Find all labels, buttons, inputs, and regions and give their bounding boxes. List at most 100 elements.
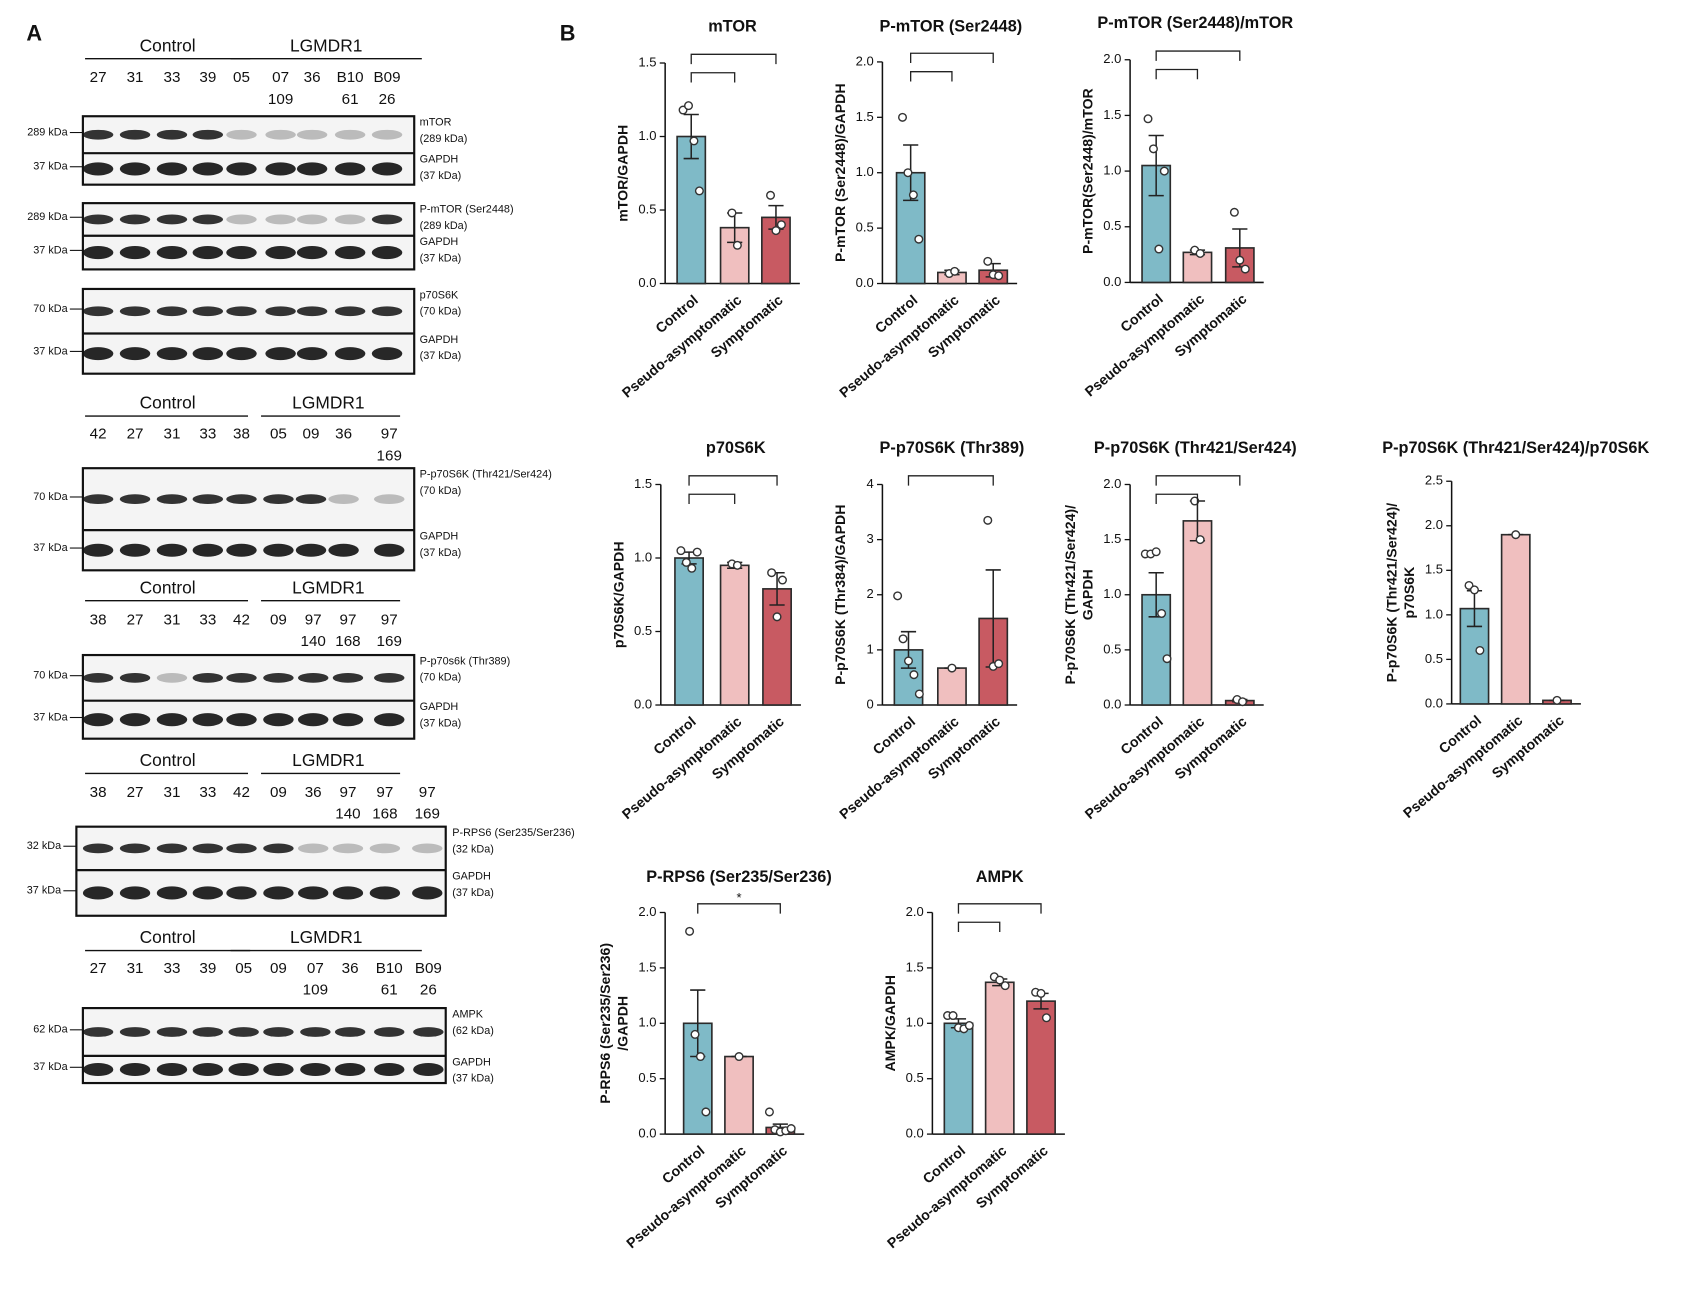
lane-label: 39 bbox=[199, 69, 216, 86]
band bbox=[192, 672, 224, 683]
band bbox=[82, 886, 114, 900]
data-point bbox=[914, 234, 924, 244]
bar bbox=[724, 1055, 754, 1135]
ladder-label: 289 kDa bbox=[27, 211, 68, 223]
data-point bbox=[1195, 248, 1205, 258]
data-point bbox=[1195, 535, 1205, 545]
group-label: LGMDR1 bbox=[292, 393, 364, 413]
lane-label: 07 bbox=[307, 960, 324, 977]
data-point bbox=[684, 101, 694, 111]
band bbox=[119, 214, 151, 225]
blot-label: AMPK bbox=[452, 1008, 484, 1020]
band bbox=[263, 672, 294, 683]
ladder-label: 289 kDa bbox=[27, 126, 68, 138]
data-point bbox=[732, 240, 742, 250]
band bbox=[228, 1062, 259, 1076]
data-point bbox=[1154, 244, 1164, 254]
band bbox=[263, 713, 294, 727]
significance-bracket bbox=[690, 53, 777, 65]
significance-bracket bbox=[1155, 475, 1241, 486]
band bbox=[119, 347, 151, 361]
lane-label: 97 bbox=[419, 784, 436, 801]
y-tick-label: 1.0 bbox=[638, 128, 656, 143]
chart-title: AMPK bbox=[976, 868, 1024, 886]
band bbox=[300, 1027, 331, 1037]
band bbox=[413, 1027, 444, 1037]
y-tick-label: 0.5 bbox=[856, 220, 874, 235]
band bbox=[263, 1062, 294, 1076]
significance-bracket bbox=[1155, 493, 1199, 505]
band bbox=[328, 494, 359, 505]
y-axis-label: mTOR/GAPDH bbox=[615, 125, 631, 222]
band bbox=[334, 214, 366, 225]
lane-label: 42 bbox=[233, 611, 250, 628]
band bbox=[82, 347, 114, 361]
y-tick-label: 1.5 bbox=[856, 109, 874, 124]
band bbox=[156, 543, 188, 557]
bar bbox=[943, 1022, 974, 1135]
data-point bbox=[1041, 1013, 1051, 1023]
blot-label: mTOR bbox=[420, 117, 452, 129]
data-point bbox=[732, 560, 742, 570]
y-tick-label: 0.5 bbox=[1103, 641, 1121, 656]
lane-label: 31 bbox=[164, 611, 181, 628]
y-axis-label: GAPDH bbox=[1080, 569, 1096, 620]
band bbox=[332, 672, 364, 683]
ladder-label: 37 kDa bbox=[33, 345, 68, 357]
lane-label: 38 bbox=[90, 784, 107, 801]
band bbox=[371, 129, 403, 140]
data-point bbox=[786, 1124, 796, 1134]
band bbox=[82, 214, 114, 225]
chart-title: p70S6K bbox=[706, 439, 766, 457]
band bbox=[226, 214, 257, 225]
lane-label: 38 bbox=[233, 426, 250, 443]
band bbox=[119, 1062, 151, 1076]
significance-label: * bbox=[736, 890, 741, 905]
band bbox=[156, 162, 188, 176]
significance-bracket bbox=[697, 903, 781, 914]
bar bbox=[1500, 533, 1531, 705]
data-point bbox=[964, 1021, 974, 1031]
bar bbox=[676, 135, 707, 285]
data-point bbox=[994, 659, 1004, 669]
band bbox=[413, 1062, 444, 1076]
error-bar bbox=[683, 113, 699, 160]
blot-label: (289 kDa) bbox=[420, 220, 468, 232]
band bbox=[192, 246, 224, 260]
band bbox=[226, 672, 257, 683]
data-point bbox=[766, 190, 776, 200]
lane-label: 97 bbox=[305, 611, 322, 628]
ladder-label: 70 kDa bbox=[33, 303, 68, 315]
band bbox=[119, 1027, 151, 1037]
lane-label: 05 bbox=[270, 426, 287, 443]
data-point bbox=[694, 186, 704, 196]
significance-bracket bbox=[907, 475, 994, 486]
chart-title: P-p70S6K (Thr421/Ser424) bbox=[1094, 439, 1297, 457]
lane-label: 33 bbox=[164, 960, 181, 977]
bar bbox=[984, 981, 1015, 1135]
data-point bbox=[695, 1052, 705, 1062]
lane-label: 36 bbox=[335, 426, 352, 443]
y-tick-label: 1.0 bbox=[1103, 163, 1121, 178]
bar bbox=[1182, 251, 1213, 284]
data-point bbox=[772, 612, 782, 622]
significance-bracket bbox=[910, 71, 953, 82]
group-label: LGMDR1 bbox=[292, 750, 364, 770]
band bbox=[297, 672, 329, 683]
data-point bbox=[1162, 654, 1172, 664]
y-tick-label: 0.0 bbox=[1103, 696, 1121, 711]
band bbox=[334, 246, 366, 260]
significance-bracket bbox=[957, 921, 1001, 933]
ladder-label: 37 kDa bbox=[33, 1061, 68, 1073]
lane-label: B09 bbox=[374, 69, 401, 86]
band bbox=[265, 129, 296, 140]
y-tick-label: 1.5 bbox=[1103, 107, 1121, 122]
data-point bbox=[764, 1107, 774, 1117]
blot-label: (37 kDa) bbox=[452, 887, 494, 899]
band bbox=[226, 494, 257, 505]
band bbox=[156, 347, 188, 361]
x-tick-label: Symptomatic bbox=[1489, 712, 1567, 781]
band bbox=[263, 886, 294, 900]
significance-bracket bbox=[1155, 50, 1241, 61]
chart-title: P-p70S6K (Thr421/Ser424)/p70S6K bbox=[1382, 439, 1649, 457]
